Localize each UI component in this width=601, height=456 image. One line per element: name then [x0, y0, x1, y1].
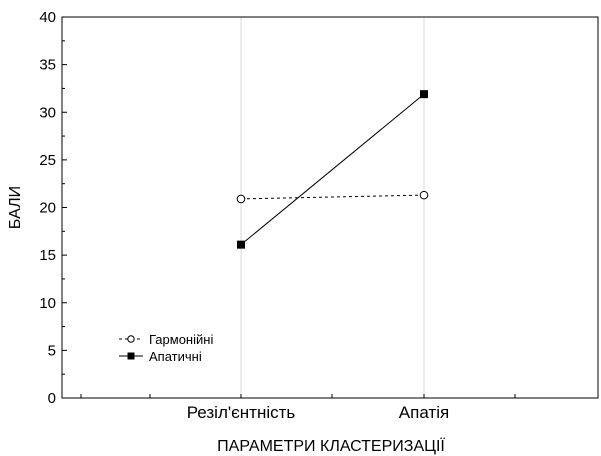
y-tick-label: 5	[48, 342, 56, 359]
y-tick-label: 0	[48, 390, 56, 407]
y-tick-label: 40	[39, 9, 56, 26]
y-tick-label: 30	[39, 104, 56, 121]
y-tick-label: 20	[39, 200, 56, 217]
axis-ticks: 0 5 10 15 20 25 30 35 40 Резіл'єнтність Апатія	[39, 9, 599, 422]
y-tick-label: 10	[39, 295, 56, 312]
y-tick-label: 35	[39, 57, 56, 74]
series-line-0	[240, 194, 425, 200]
legend-square-icon	[127, 352, 135, 360]
series-layer	[236, 90, 429, 249]
data-point-square	[237, 240, 245, 249]
grid-lines	[240, 17, 425, 398]
x-category-label: Апатія	[399, 403, 449, 422]
data-point-square	[420, 90, 428, 99]
legend-circle-icon	[127, 335, 135, 343]
legend-item-apathetic: Апатичні	[119, 349, 202, 364]
x-category-label: Резіл'єнтність	[187, 403, 296, 422]
series-line-1	[240, 93, 425, 246]
legend-label-apathetic: Апатичні	[149, 349, 202, 364]
legend-item-harmonious: Гармонійні	[119, 332, 213, 347]
legend: Гармонійні Апатичні	[119, 332, 213, 364]
y-tick-label: 25	[39, 152, 56, 169]
y-axis-title: БАЛИ	[7, 186, 24, 229]
data-point-circle	[419, 190, 429, 200]
plot-frame	[61, 16, 599, 399]
x-axis-title: ПАРАМЕТРИ КЛАСТЕРИЗАЦІЇ	[217, 437, 445, 455]
y-tick-label: 15	[39, 247, 56, 264]
data-point-circle	[236, 194, 246, 204]
legend-label-harmonious: Гармонійні	[149, 332, 213, 347]
